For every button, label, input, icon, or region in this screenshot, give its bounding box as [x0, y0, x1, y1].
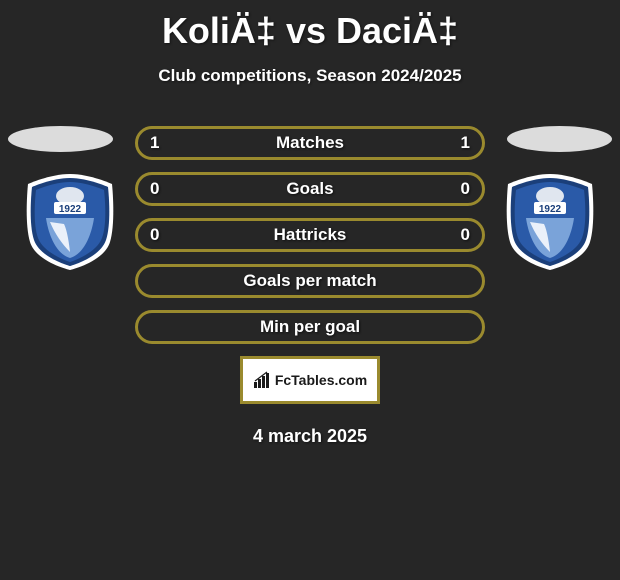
stat-row-hattricks: 0 Hattricks 0	[135, 218, 485, 252]
footer-date: 4 march 2025	[0, 426, 620, 447]
stat-row-matches: 1 Matches 1	[135, 126, 485, 160]
page-title: KoliÄ‡ vs DaciÄ‡	[0, 0, 620, 52]
player-nation-right	[507, 126, 612, 152]
shield-icon: 1922	[500, 172, 600, 272]
stat-row-goals-per-match: Goals per match	[135, 264, 485, 298]
stat-right-value: 0	[440, 179, 470, 199]
stat-left-value: 0	[150, 179, 180, 199]
stat-left-value: 1	[150, 133, 180, 153]
player-nation-left	[8, 126, 113, 152]
chart-icon	[253, 371, 271, 389]
branding-text: FcTables.com	[275, 372, 367, 388]
stat-row-min-per-goal: Min per goal	[135, 310, 485, 344]
svg-text:1922: 1922	[539, 204, 562, 215]
stat-label: Goals	[286, 179, 333, 199]
svg-text:1922: 1922	[59, 204, 82, 215]
stat-row-goals: 0 Goals 0	[135, 172, 485, 206]
stat-label: Matches	[276, 133, 344, 153]
stat-right-value: 0	[440, 225, 470, 245]
stat-left-value: 0	[150, 225, 180, 245]
club-badge-right: 1922	[500, 172, 600, 272]
stat-label: Min per goal	[138, 317, 482, 337]
stat-label: Hattricks	[274, 225, 347, 245]
branding-box[interactable]: FcTables.com	[240, 356, 380, 404]
stat-right-value: 1	[440, 133, 470, 153]
shield-icon: 1922	[20, 172, 120, 272]
stats-container: 1 Matches 1 0 Goals 0 0 Hattricks 0 Goal…	[135, 126, 485, 344]
page-subtitle: Club competitions, Season 2024/2025	[0, 66, 620, 86]
club-badge-left: 1922	[20, 172, 120, 272]
branding-content: FcTables.com	[253, 371, 367, 389]
stat-label: Goals per match	[138, 271, 482, 291]
